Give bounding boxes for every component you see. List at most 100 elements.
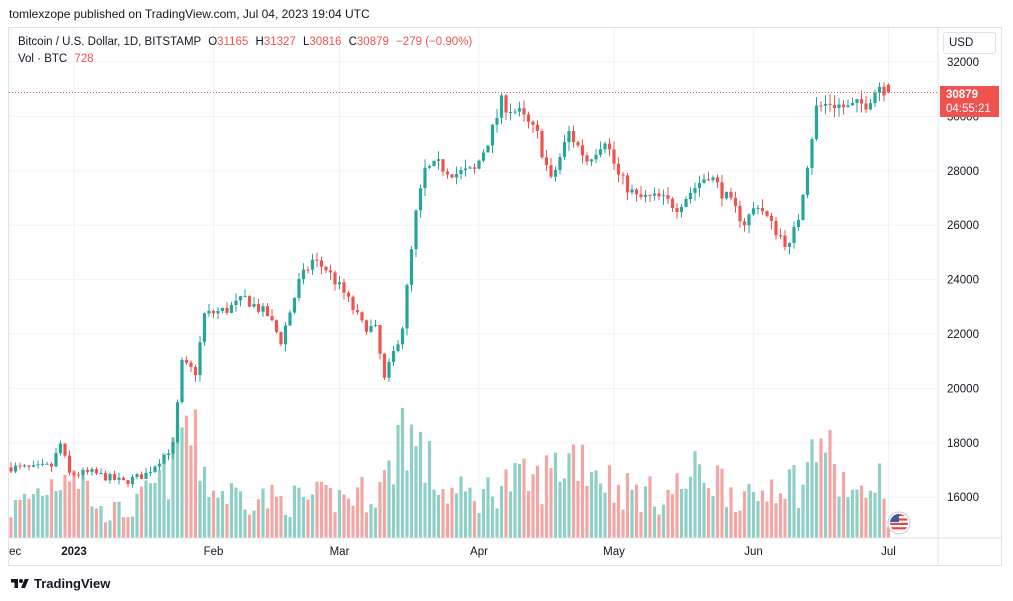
volume-bar	[643, 486, 648, 538]
volume-bar	[234, 487, 238, 538]
candle-body	[787, 242, 792, 247]
candle-body	[112, 474, 117, 480]
volume-bar	[261, 488, 265, 538]
candle-body	[477, 160, 481, 169]
volume-bar	[819, 438, 823, 538]
last-price-tag: 30879 04:55:21	[940, 86, 999, 117]
volume-bar	[562, 478, 567, 538]
candle-body	[166, 453, 171, 456]
candle-body	[99, 473, 103, 475]
candle-body	[315, 259, 319, 261]
candle-body	[625, 175, 630, 193]
candle-body	[463, 168, 468, 171]
volume-bar	[40, 495, 45, 538]
candle-body	[630, 189, 634, 193]
volume-bar	[229, 483, 234, 538]
candle-body	[796, 219, 801, 228]
volume-bar	[603, 492, 607, 538]
candle-body	[810, 139, 814, 168]
volume-bar	[99, 506, 103, 538]
volume-bar	[175, 422, 180, 538]
volume-bar	[162, 453, 166, 538]
volume-bar	[157, 470, 162, 538]
volume-bar	[531, 474, 535, 538]
candle-body	[18, 465, 22, 467]
volume-bar	[796, 508, 801, 538]
volume-bar	[400, 408, 405, 538]
volume-bar	[459, 476, 463, 538]
volume-bar	[166, 499, 171, 538]
candle-body	[859, 99, 864, 104]
candle-body	[225, 307, 229, 313]
candle-body	[400, 328, 405, 345]
volume-bar	[589, 471, 594, 538]
volume-bar	[742, 491, 747, 538]
volume-bar	[675, 473, 679, 538]
candle-body	[819, 105, 823, 107]
candle-body	[526, 114, 531, 122]
candle-body	[733, 197, 738, 206]
volume-bar	[274, 496, 279, 538]
candle-body	[522, 108, 526, 115]
volume-bar	[702, 482, 706, 538]
candle-body	[499, 95, 504, 118]
candle-body	[396, 344, 400, 351]
volume-bar	[612, 502, 616, 538]
volume-bar	[625, 473, 630, 538]
volume-bar	[855, 489, 859, 538]
candle-body	[567, 131, 571, 143]
x-tick-label: Mar	[330, 546, 350, 558]
candle-body	[652, 193, 657, 196]
candle-body	[832, 104, 837, 109]
volume-bar	[54, 491, 58, 538]
volume-bar	[49, 479, 54, 538]
candle-body	[108, 474, 112, 481]
candle-body	[117, 477, 121, 480]
volume-bar	[85, 480, 90, 538]
candle-body	[72, 472, 76, 475]
us-flag-icon[interactable]	[887, 511, 911, 535]
volume-bar	[828, 430, 832, 538]
candle-body	[256, 303, 261, 312]
volume-bar	[697, 464, 702, 538]
candle-body	[414, 210, 418, 250]
candle-body	[814, 105, 819, 140]
x-tick-label: Apr	[470, 546, 488, 558]
candle-body	[828, 103, 832, 105]
legend-volume-label[interactable]: Vol · BTC	[18, 53, 68, 65]
candle-body	[886, 84, 891, 93]
volume-bar	[733, 512, 738, 538]
volume-bar	[333, 512, 337, 538]
price-axis[interactable]: 1600018000200002200024000260002800030000…	[947, 57, 979, 504]
candle-body	[801, 194, 805, 220]
footer-brand[interactable]: TradingView	[34, 576, 111, 591]
volume-bar	[418, 431, 423, 538]
volume-bar	[58, 490, 63, 538]
tradingview-logo-icon[interactable]	[10, 577, 30, 591]
volume-bar	[882, 498, 886, 538]
volume-bar	[256, 499, 261, 538]
volume-bar	[315, 481, 319, 538]
candle-body	[27, 465, 31, 467]
candle-body	[553, 169, 558, 177]
x-tick-label: Dec	[9, 546, 21, 558]
candle-body	[450, 174, 454, 178]
candle-body	[405, 285, 409, 329]
price-chart[interactable]: 1600018000200002200024000260002800030000…	[9, 28, 1003, 566]
volume-bar	[468, 487, 472, 538]
volume-bar	[378, 482, 382, 538]
candle-body	[58, 443, 63, 454]
volume-bar	[756, 501, 760, 538]
candle-body	[805, 167, 810, 195]
volume-bar	[544, 455, 549, 538]
candle-body	[369, 326, 373, 332]
currency-selector[interactable]: USD	[943, 32, 996, 54]
candle-body	[355, 310, 360, 313]
volume-bar	[621, 509, 625, 538]
candle-body	[373, 325, 378, 327]
legend-symbol[interactable]: Bitcoin / U.S. Dollar, 1D, BITSTAMP	[18, 36, 201, 48]
legend-change: −279 (−0.90%)	[396, 36, 473, 48]
time-axis[interactable]: Dec 2023 Feb Mar Apr May Jun Jul	[9, 546, 896, 558]
candle-body	[850, 103, 855, 106]
candle-body	[639, 194, 643, 197]
